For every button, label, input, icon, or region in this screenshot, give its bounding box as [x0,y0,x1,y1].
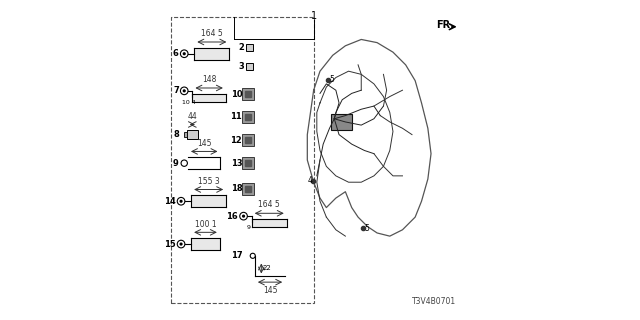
Text: 5: 5 [329,75,333,84]
Text: 9: 9 [246,225,251,230]
Circle shape [179,200,182,203]
Text: 15: 15 [164,240,175,249]
Text: 10: 10 [230,90,243,99]
Text: 18: 18 [230,184,243,193]
Text: 16: 16 [227,212,238,221]
Text: 164 5: 164 5 [201,29,223,38]
Bar [246,44,253,51]
Text: 8: 8 [173,130,179,139]
Text: 44: 44 [188,112,197,121]
Bar [171,17,314,303]
Text: FR.: FR. [436,20,454,30]
Text: 155 3: 155 3 [198,177,220,186]
Text: 1: 1 [310,11,317,21]
Bar [191,238,220,250]
Bar [193,94,226,102]
Text: 14: 14 [164,197,175,206]
Text: 9: 9 [173,159,179,168]
Text: T3V4B0701: T3V4B0701 [412,297,456,306]
Text: 164 5: 164 5 [259,201,280,210]
Text: 2: 2 [239,43,244,52]
Text: 5: 5 [364,224,369,233]
Bar [184,132,187,137]
Text: 145: 145 [197,139,211,148]
Text: 3: 3 [239,62,244,71]
Circle shape [242,215,245,218]
Circle shape [182,89,186,92]
Text: 145: 145 [263,286,277,295]
Text: 7: 7 [173,86,179,95]
Text: 148: 148 [202,75,216,84]
Text: 13: 13 [230,159,243,168]
Circle shape [179,243,182,246]
Bar [331,114,352,130]
Text: 100 1: 100 1 [195,220,216,228]
Text: 10 4: 10 4 [182,100,196,105]
Bar [195,48,229,60]
Bar [246,63,253,70]
Bar [252,219,287,227]
Text: 12: 12 [230,136,243,145]
Circle shape [182,52,186,55]
Text: 17: 17 [230,251,243,260]
Text: 6: 6 [173,49,179,58]
Text: 4: 4 [307,176,312,185]
Bar [191,195,226,207]
Text: 11: 11 [230,112,243,121]
Text: 22: 22 [262,266,271,271]
Bar [187,130,198,139]
